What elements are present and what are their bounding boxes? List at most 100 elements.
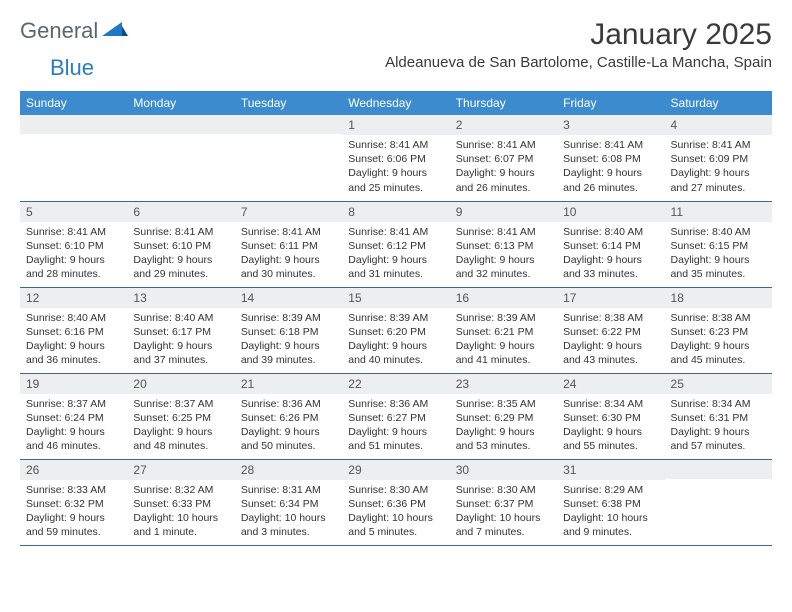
weekday-header: Thursday <box>450 91 557 115</box>
calendar-day-cell: 12Sunrise: 8:40 AMSunset: 6:16 PMDayligh… <box>20 287 127 373</box>
day-number: 4 <box>665 115 772 135</box>
day-number: 7 <box>235 202 342 222</box>
day-number: 2 <box>450 115 557 135</box>
day-details: Sunrise: 8:35 AMSunset: 6:29 PMDaylight:… <box>450 394 557 459</box>
day-details: Sunrise: 8:41 AMSunset: 6:07 PMDaylight:… <box>450 135 557 200</box>
calendar-day-cell: 9Sunrise: 8:41 AMSunset: 6:13 PMDaylight… <box>450 201 557 287</box>
calendar-week-row: 1Sunrise: 8:41 AMSunset: 6:06 PMDaylight… <box>20 115 772 201</box>
day-details: Sunrise: 8:39 AMSunset: 6:18 PMDaylight:… <box>235 308 342 373</box>
day-details: Sunrise: 8:39 AMSunset: 6:21 PMDaylight:… <box>450 308 557 373</box>
calendar-day-cell: 25Sunrise: 8:34 AMSunset: 6:31 PMDayligh… <box>665 373 772 459</box>
day-details: Sunrise: 8:30 AMSunset: 6:37 PMDaylight:… <box>450 480 557 545</box>
day-details: Sunrise: 8:29 AMSunset: 6:38 PMDaylight:… <box>557 480 664 545</box>
weekday-header: Wednesday <box>342 91 449 115</box>
calendar-day-cell: 27Sunrise: 8:32 AMSunset: 6:33 PMDayligh… <box>127 459 234 545</box>
weekday-header: Tuesday <box>235 91 342 115</box>
day-details: Sunrise: 8:41 AMSunset: 6:09 PMDaylight:… <box>665 135 772 200</box>
day-number: 22 <box>342 374 449 394</box>
calendar-day-cell: 31Sunrise: 8:29 AMSunset: 6:38 PMDayligh… <box>557 459 664 545</box>
calendar-day-cell: 22Sunrise: 8:36 AMSunset: 6:27 PMDayligh… <box>342 373 449 459</box>
weekday-header: Monday <box>127 91 234 115</box>
day-details: Sunrise: 8:34 AMSunset: 6:30 PMDaylight:… <box>557 394 664 459</box>
calendar-week-row: 5Sunrise: 8:41 AMSunset: 6:10 PMDaylight… <box>20 201 772 287</box>
calendar-day-cell: 29Sunrise: 8:30 AMSunset: 6:36 PMDayligh… <box>342 459 449 545</box>
calendar-day-cell: 3Sunrise: 8:41 AMSunset: 6:08 PMDaylight… <box>557 115 664 201</box>
calendar-week-row: 19Sunrise: 8:37 AMSunset: 6:24 PMDayligh… <box>20 373 772 459</box>
day-number: 21 <box>235 374 342 394</box>
day-details: Sunrise: 8:33 AMSunset: 6:32 PMDaylight:… <box>20 480 127 545</box>
day-number: 12 <box>20 288 127 308</box>
calendar-day-cell: 24Sunrise: 8:34 AMSunset: 6:30 PMDayligh… <box>557 373 664 459</box>
brand-part2: Blue <box>50 55 94 80</box>
calendar-day-cell: 21Sunrise: 8:36 AMSunset: 6:26 PMDayligh… <box>235 373 342 459</box>
calendar-day-cell: 23Sunrise: 8:35 AMSunset: 6:29 PMDayligh… <box>450 373 557 459</box>
calendar-day-cell <box>20 115 127 201</box>
calendar-day-cell: 16Sunrise: 8:39 AMSunset: 6:21 PMDayligh… <box>450 287 557 373</box>
day-details: Sunrise: 8:39 AMSunset: 6:20 PMDaylight:… <box>342 308 449 373</box>
day-details: Sunrise: 8:31 AMSunset: 6:34 PMDaylight:… <box>235 480 342 545</box>
day-number: 6 <box>127 202 234 222</box>
day-number: 18 <box>665 288 772 308</box>
calendar-day-cell <box>127 115 234 201</box>
calendar-day-cell: 1Sunrise: 8:41 AMSunset: 6:06 PMDaylight… <box>342 115 449 201</box>
day-number: 31 <box>557 460 664 480</box>
calendar-day-cell <box>665 459 772 545</box>
day-number: 10 <box>557 202 664 222</box>
day-number: 27 <box>127 460 234 480</box>
day-number: 30 <box>450 460 557 480</box>
day-number: 17 <box>557 288 664 308</box>
day-details: Sunrise: 8:36 AMSunset: 6:27 PMDaylight:… <box>342 394 449 459</box>
day-details: Sunrise: 8:41 AMSunset: 6:08 PMDaylight:… <box>557 135 664 200</box>
day-details: Sunrise: 8:41 AMSunset: 6:12 PMDaylight:… <box>342 222 449 287</box>
day-number: 14 <box>235 288 342 308</box>
day-number: 8 <box>342 202 449 222</box>
brand-logo: General <box>20 18 130 44</box>
day-number: 20 <box>127 374 234 394</box>
day-number: 5 <box>20 202 127 222</box>
calendar-day-cell: 8Sunrise: 8:41 AMSunset: 6:12 PMDaylight… <box>342 201 449 287</box>
calendar-day-cell: 7Sunrise: 8:41 AMSunset: 6:11 PMDaylight… <box>235 201 342 287</box>
calendar-day-cell: 14Sunrise: 8:39 AMSunset: 6:18 PMDayligh… <box>235 287 342 373</box>
empty-day-header <box>665 460 772 479</box>
day-details: Sunrise: 8:40 AMSunset: 6:15 PMDaylight:… <box>665 222 772 287</box>
day-details: Sunrise: 8:40 AMSunset: 6:17 PMDaylight:… <box>127 308 234 373</box>
day-number: 15 <box>342 288 449 308</box>
calendar-day-cell: 18Sunrise: 8:38 AMSunset: 6:23 PMDayligh… <box>665 287 772 373</box>
day-details: Sunrise: 8:40 AMSunset: 6:16 PMDaylight:… <box>20 308 127 373</box>
day-details: Sunrise: 8:37 AMSunset: 6:25 PMDaylight:… <box>127 394 234 459</box>
day-number: 26 <box>20 460 127 480</box>
day-details: Sunrise: 8:38 AMSunset: 6:23 PMDaylight:… <box>665 308 772 373</box>
calendar-day-cell: 6Sunrise: 8:41 AMSunset: 6:10 PMDaylight… <box>127 201 234 287</box>
location: Aldeanueva de San Bartolome, Castille-La… <box>385 54 772 71</box>
day-details: Sunrise: 8:41 AMSunset: 6:06 PMDaylight:… <box>342 135 449 200</box>
calendar-day-cell: 2Sunrise: 8:41 AMSunset: 6:07 PMDaylight… <box>450 115 557 201</box>
day-details: Sunrise: 8:30 AMSunset: 6:36 PMDaylight:… <box>342 480 449 545</box>
day-details: Sunrise: 8:41 AMSunset: 6:10 PMDaylight:… <box>127 222 234 287</box>
calendar-day-cell: 20Sunrise: 8:37 AMSunset: 6:25 PMDayligh… <box>127 373 234 459</box>
weekday-header: Friday <box>557 91 664 115</box>
day-number: 25 <box>665 374 772 394</box>
day-number: 16 <box>450 288 557 308</box>
day-number: 9 <box>450 202 557 222</box>
day-number: 24 <box>557 374 664 394</box>
calendar-day-cell: 5Sunrise: 8:41 AMSunset: 6:10 PMDaylight… <box>20 201 127 287</box>
calendar-day-cell: 11Sunrise: 8:40 AMSunset: 6:15 PMDayligh… <box>665 201 772 287</box>
calendar-day-cell: 17Sunrise: 8:38 AMSunset: 6:22 PMDayligh… <box>557 287 664 373</box>
day-number: 1 <box>342 115 449 135</box>
empty-day-header <box>20 115 127 134</box>
calendar-week-row: 26Sunrise: 8:33 AMSunset: 6:32 PMDayligh… <box>20 459 772 545</box>
calendar-day-cell: 15Sunrise: 8:39 AMSunset: 6:20 PMDayligh… <box>342 287 449 373</box>
weekday-header: Sunday <box>20 91 127 115</box>
day-number: 19 <box>20 374 127 394</box>
day-number: 23 <box>450 374 557 394</box>
empty-day-header <box>235 115 342 134</box>
day-details: Sunrise: 8:34 AMSunset: 6:31 PMDaylight:… <box>665 394 772 459</box>
day-number: 28 <box>235 460 342 480</box>
calendar-day-cell <box>235 115 342 201</box>
day-details: Sunrise: 8:40 AMSunset: 6:14 PMDaylight:… <box>557 222 664 287</box>
day-number: 29 <box>342 460 449 480</box>
day-number: 13 <box>127 288 234 308</box>
brand-part1: General <box>20 18 98 44</box>
calendar-day-cell: 26Sunrise: 8:33 AMSunset: 6:32 PMDayligh… <box>20 459 127 545</box>
weekday-header: Saturday <box>665 91 772 115</box>
